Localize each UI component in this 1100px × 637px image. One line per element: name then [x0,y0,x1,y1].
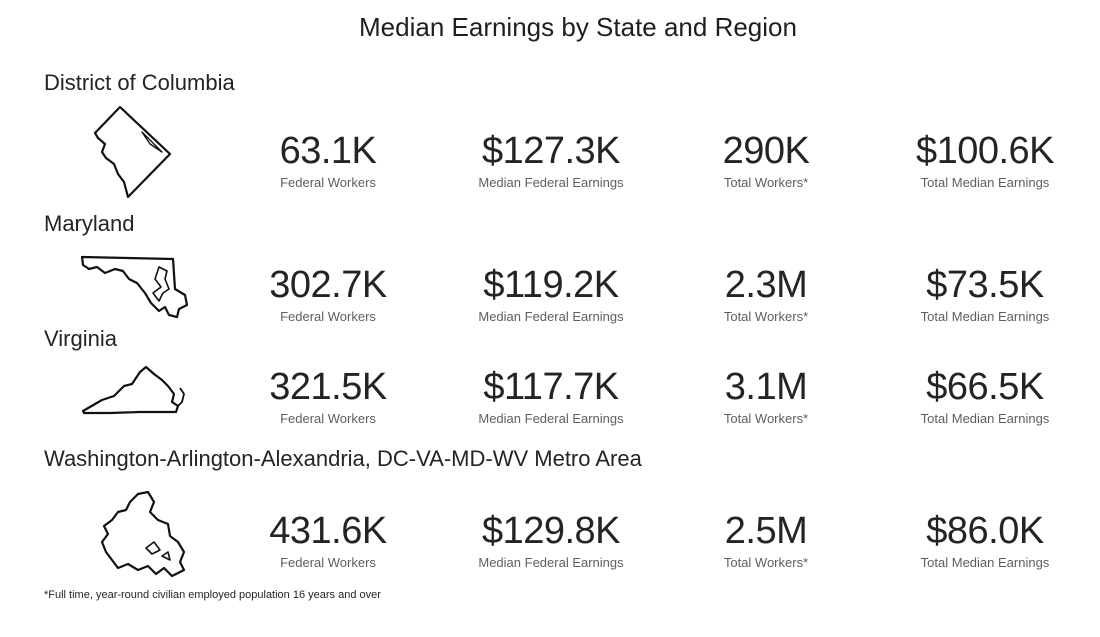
virginia-outline-icon [81,365,185,415]
kpi-value: 302.7K [269,264,387,306]
kpi-value: $119.2K [483,264,619,306]
kpi-median-federal-earnings: $127.3K Median Federal Earnings [441,130,661,190]
maryland-outline-icon [80,255,189,319]
kpi-federal-workers: 302.7K Federal Workers [218,264,438,324]
kpi-value: $100.6K [915,130,1055,172]
kpi-median-federal-earnings: $117.7K Median Federal Earnings [441,366,661,426]
kpi-federal-workers: 431.6K Federal Workers [218,510,438,570]
kpi-label: Total Median Earnings [920,555,1050,570]
kpi-value: 63.1K [279,130,377,172]
kpi-value: $117.7K [483,366,619,408]
kpi-federal-workers: 63.1K Federal Workers [218,130,438,190]
kpi-value: 321.5K [269,366,387,408]
kpi-total-median-earnings: $66.5K Total Median Earnings [875,366,1095,426]
region-label-dc: District of Columbia [44,70,235,95]
kpi-label: Total Median Earnings [920,411,1050,426]
kpi-label: Federal Workers [280,555,376,570]
kpi-label: Median Federal Earnings [478,309,624,324]
region-label-virginia: Virginia [44,326,117,351]
report-title: Median Earnings by State and Region [359,12,797,42]
kpi-median-federal-earnings: $129.8K Median Federal Earnings [441,510,661,570]
kpi-label: Federal Workers [280,309,376,324]
region-label-maryland: Maryland [44,211,135,236]
kpi-total-workers: 2.3M Total Workers* [656,264,876,324]
kpi-median-federal-earnings: $119.2K Median Federal Earnings [441,264,661,324]
kpi-value: $129.8K [481,510,621,552]
kpi-total-workers: 3.1M Total Workers* [656,366,876,426]
kpi-label: Total Workers* [723,175,809,190]
kpi-total-workers: 2.5M Total Workers* [656,510,876,570]
kpi-value: $127.3K [481,130,621,172]
kpi-value: 2.5M [724,510,808,552]
kpi-value: 2.3M [724,264,808,306]
kpi-label: Total Workers* [723,411,809,426]
kpi-value: 431.6K [269,510,387,552]
kpi-label: Federal Workers [280,175,376,190]
kpi-label: Total Workers* [723,309,809,324]
kpi-label: Median Federal Earnings [478,175,624,190]
kpi-total-median-earnings: $86.0K Total Median Earnings [875,510,1095,570]
kpi-label: Federal Workers [280,411,376,426]
kpi-label: Total Median Earnings [920,175,1050,190]
kpi-value: 3.1M [724,366,808,408]
metro-area-outline-icon [100,490,186,578]
kpi-value: $66.5K [926,366,1044,408]
kpi-label: Total Workers* [723,555,809,570]
kpi-value: $73.5K [926,264,1044,306]
kpi-label: Median Federal Earnings [478,555,624,570]
region-label-metro-area: Washington-Arlington-Alexandria, DC-VA-M… [44,446,642,471]
kpi-label: Total Median Earnings [920,309,1050,324]
dc-outline-icon [93,105,172,199]
kpi-value: 290K [722,130,810,172]
kpi-total-median-earnings: $100.6K Total Median Earnings [875,130,1095,190]
kpi-label: Median Federal Earnings [478,411,624,426]
kpi-federal-workers: 321.5K Federal Workers [218,366,438,426]
kpi-value: $86.0K [926,510,1044,552]
kpi-total-median-earnings: $73.5K Total Median Earnings [875,264,1095,324]
kpi-total-workers: 290K Total Workers* [656,130,876,190]
footnote: *Full time, year-round civilian employed… [44,589,381,601]
